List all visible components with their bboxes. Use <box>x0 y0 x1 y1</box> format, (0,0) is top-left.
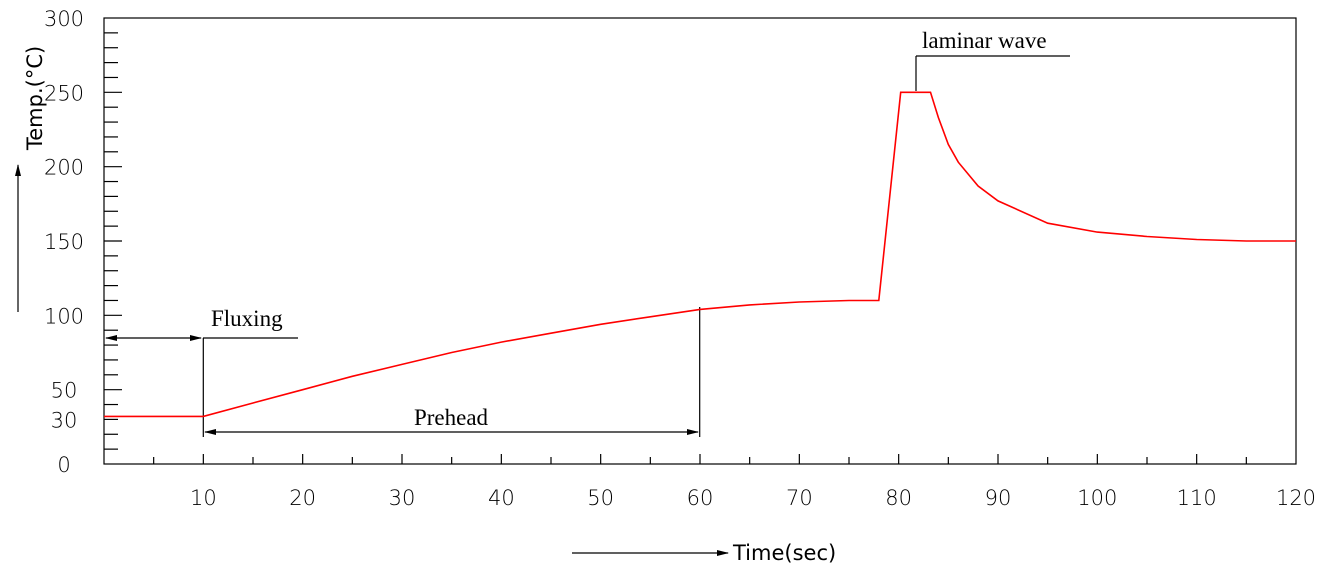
x-tick-label: 80 <box>885 486 912 510</box>
x-tick-label: 90 <box>985 486 1012 510</box>
y-tick-label: 300 <box>44 7 84 31</box>
laminar-wave-annotation: laminar wave <box>915 28 1070 91</box>
y-tick-label: 50 <box>51 379 78 403</box>
x-tick-label: 40 <box>488 486 515 510</box>
x-tick-label: 60 <box>687 486 714 510</box>
x-tick-label: 70 <box>786 486 813 510</box>
y-tick-label: 100 <box>44 304 84 328</box>
y-tick-label: 200 <box>44 156 84 180</box>
x-axis-title-group: Time(sec) <box>572 541 836 564</box>
fluxing-label: Fluxing <box>211 306 283 331</box>
x-tick-label: 100 <box>1077 486 1117 510</box>
x-tick-label: 110 <box>1177 486 1217 510</box>
temperature-series-line <box>104 91 1296 418</box>
y-axis-title-group: Temp.(°C) <box>15 46 47 312</box>
y-tick-label: 250 <box>44 81 84 105</box>
x-tick-label: 120 <box>1276 486 1316 510</box>
y-tick-label: 0 <box>57 453 70 477</box>
y-tick-label: 30 <box>51 408 78 432</box>
tick-marks <box>104 32 1247 464</box>
y-axis-title: Temp.(°C) <box>23 46 47 151</box>
y-axis-tick-labels: 0 30 50 100 150 200 250 300 <box>44 7 84 477</box>
fluxing-annotation: Fluxing <box>105 306 298 341</box>
prehead-annotation: Prehead <box>204 405 699 435</box>
laminar-wave-label: laminar wave <box>922 28 1047 53</box>
x-axis-tick-labels: 10 20 30 40 50 60 70 80 90 100 110 120 <box>190 486 1316 510</box>
prehead-label: Prehead <box>414 405 489 430</box>
y-tick-label: 150 <box>44 230 84 254</box>
x-tick-label: 50 <box>587 486 614 510</box>
x-tick-label: 10 <box>190 486 217 510</box>
x-tick-label: 20 <box>289 486 316 510</box>
x-axis-title: Time(sec) <box>732 541 836 564</box>
x-tick-label: 30 <box>389 486 416 510</box>
